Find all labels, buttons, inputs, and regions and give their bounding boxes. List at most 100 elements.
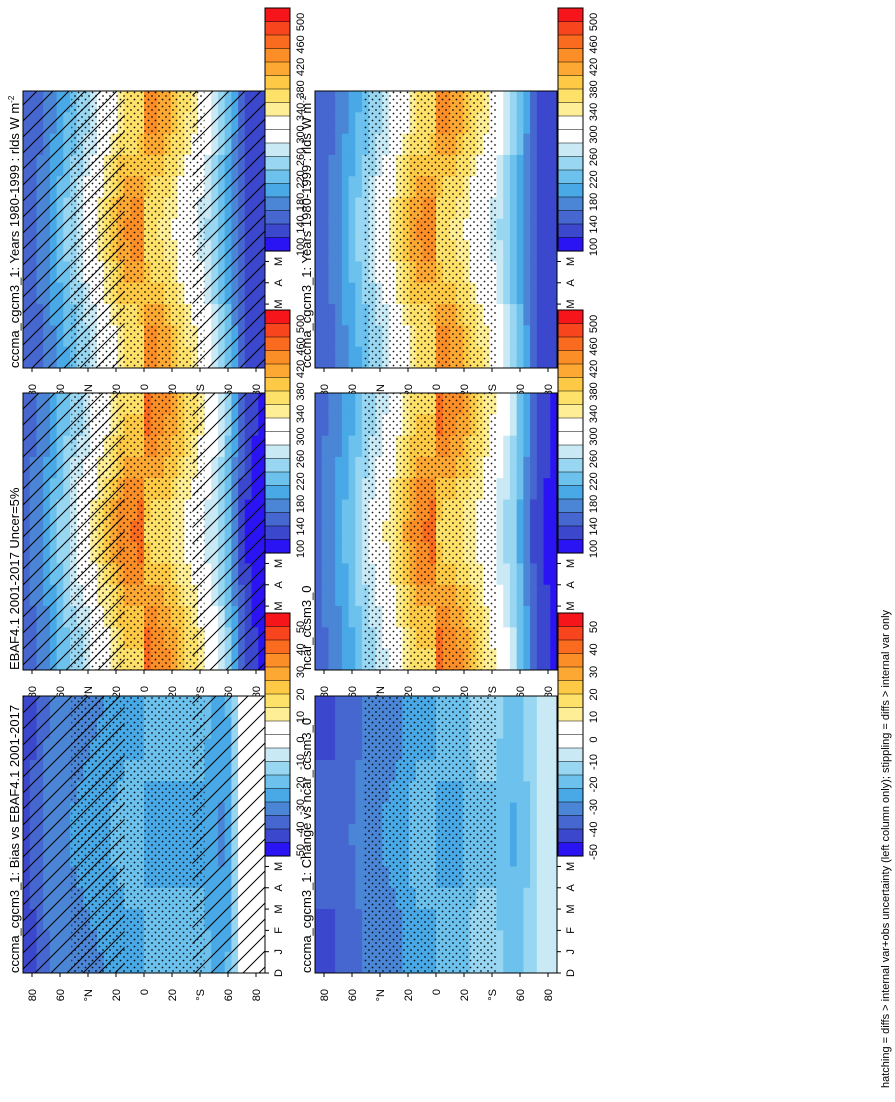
colorbar-swatch — [264, 842, 291, 857]
heatmap-cell — [321, 563, 330, 586]
heatmap-cell — [543, 478, 551, 501]
heatmap-cell — [341, 542, 350, 565]
heatmap-cell — [335, 478, 343, 501]
lat-tick-label: 20 — [167, 989, 179, 1001]
heatmap-cell — [530, 154, 538, 177]
heatmap-cell — [355, 304, 363, 326]
heatmap-cell — [315, 282, 323, 305]
heatmap-cell — [536, 112, 545, 135]
heatmap-cell — [523, 845, 531, 868]
heatmap-cell — [516, 717, 524, 740]
lat-tick-label: °S — [195, 384, 207, 396]
heatmap-cell — [503, 435, 511, 458]
heatmap-cell — [341, 218, 350, 241]
heatmap-cell — [321, 393, 330, 415]
heatmap-cell — [335, 414, 343, 437]
heatmap-cell — [341, 435, 350, 458]
heatmap-cell — [315, 91, 323, 113]
colorbar-swatch — [557, 525, 584, 541]
heatmap-cell — [530, 759, 538, 782]
heatmap-cell — [503, 112, 511, 135]
heatmap-cell — [321, 91, 330, 113]
heatmap-cell — [523, 627, 531, 650]
heatmap-cell — [341, 478, 350, 501]
heatmap-cell — [509, 154, 518, 177]
heatmap-cell — [530, 887, 538, 910]
heatmap-cell — [516, 176, 524, 199]
heatmap-cell — [321, 823, 330, 846]
colorbar-swatch — [557, 801, 584, 817]
heatmap-cell — [355, 738, 363, 761]
heatmap-cell — [321, 261, 330, 284]
lat-tick-label: 80 — [319, 686, 331, 698]
heatmap-field — [315, 91, 557, 368]
heatmap-cell — [503, 738, 511, 761]
heatmap-cell — [335, 261, 343, 284]
heatmap-cell — [516, 781, 524, 804]
heatmap-cell — [550, 696, 557, 718]
heatmap-cell — [509, 845, 518, 868]
month-tick-label: M — [273, 299, 285, 308]
heatmap-cell — [503, 304, 511, 326]
colorbar-swatch — [264, 142, 291, 158]
lat-tick-label: 0 — [431, 989, 443, 995]
colorbar-swatch — [557, 485, 584, 500]
heatmap-cell — [341, 563, 350, 586]
heatmap-cell — [355, 717, 363, 740]
heatmap-cell — [523, 240, 531, 263]
heatmap-cell — [536, 240, 545, 263]
heatmap-cell — [509, 435, 518, 458]
heatmap-cell — [328, 717, 336, 740]
colorbar-swatch — [557, 377, 584, 392]
heatmap-cell — [550, 282, 557, 305]
heatmap-cell — [543, 282, 551, 305]
colorbar-swatch — [557, 815, 584, 830]
heatmap-cell — [536, 261, 545, 284]
heatmap-cell — [523, 887, 531, 910]
lat-tick-label: 0 — [139, 384, 151, 390]
heatmap-cell — [348, 627, 356, 650]
heatmap-cell — [321, 648, 330, 670]
colorbar-swatch — [264, 21, 291, 36]
colorbar-label: -30 — [588, 799, 600, 815]
heatmap-cell — [355, 584, 363, 607]
heatmap-cell — [536, 414, 545, 437]
colorbar-swatch — [264, 471, 291, 487]
heatmap-cell — [328, 304, 336, 326]
heatmap-cell — [550, 304, 557, 326]
colorbar-swatch — [264, 417, 291, 433]
heatmap-cell — [543, 393, 551, 415]
colorbar-swatch — [264, 210, 291, 225]
colorbar-swatch — [264, 431, 291, 446]
heatmap-cell — [496, 261, 504, 284]
lat-tick-label: 80 — [543, 686, 555, 698]
colorbar-label: 140 — [588, 215, 600, 233]
heatmap-cell — [328, 218, 336, 241]
heatmap-cell — [355, 759, 363, 782]
colorbar-swatch — [264, 350, 291, 365]
heatmap-cell — [496, 112, 504, 135]
heatmap-cell — [543, 909, 551, 931]
heatmap-cell — [328, 759, 336, 782]
colorbar-swatch — [557, 336, 584, 352]
heatmap-cell — [348, 435, 356, 458]
heatmap-cell — [516, 499, 524, 522]
heatmap-cell — [516, 627, 524, 650]
colorbar-swatch — [264, 444, 291, 460]
panel-1: 8060°N20020°S6080DJFMAMJJASONDJcccma_cgc… — [7, 88, 285, 396]
heatmap-cell — [315, 823, 323, 846]
lat-tick-label: 20 — [111, 989, 123, 1001]
colorbar-label: 500 — [295, 315, 307, 333]
heatmap-cell — [530, 845, 538, 868]
lat-tick-label: 20 — [167, 686, 179, 698]
lat-tick-label: °S — [487, 384, 499, 396]
colorbar-label: 100 — [295, 238, 307, 256]
heatmap-cell — [550, 240, 557, 263]
heatmap-cell — [348, 520, 356, 543]
heatmap-cell — [328, 240, 336, 263]
heatmap-cell — [523, 176, 531, 199]
colorbar-swatch — [557, 183, 584, 198]
heatmap-cell — [321, 781, 330, 804]
month-tick-label: A — [565, 278, 577, 286]
colorbar-label: 180 — [588, 193, 600, 211]
